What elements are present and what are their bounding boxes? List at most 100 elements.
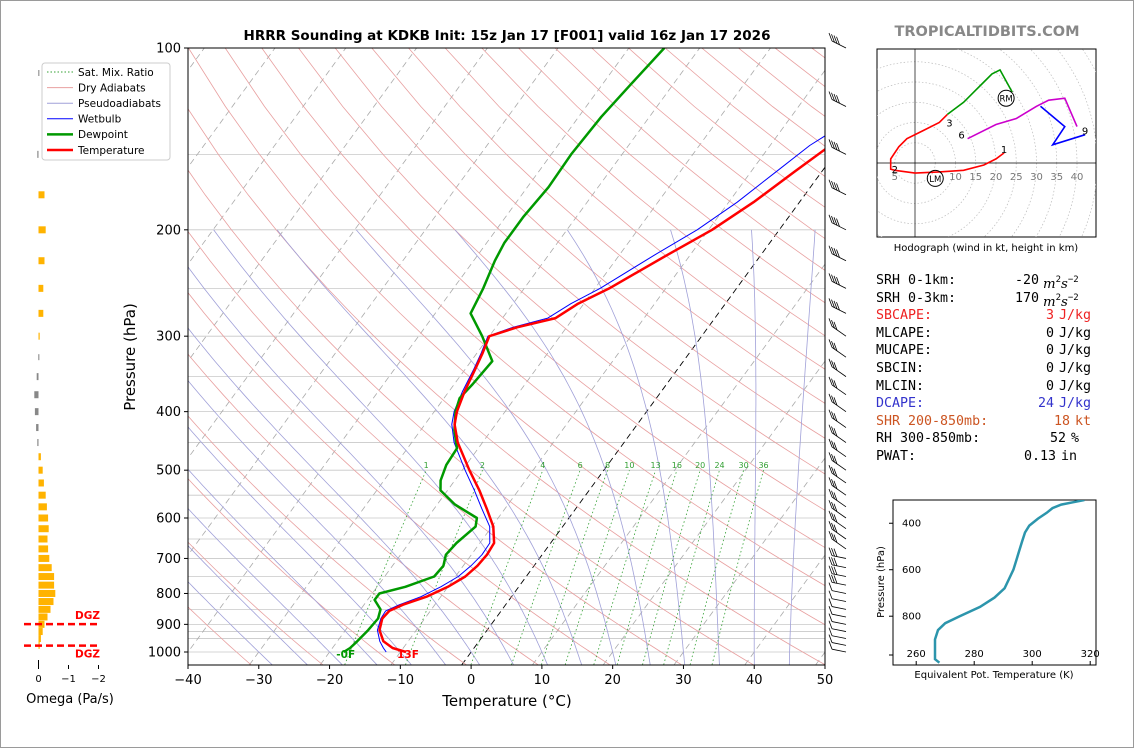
wind-barb-flag <box>828 574 833 583</box>
wind-barb-flag <box>831 180 835 190</box>
brand-watermark: TROPICALTIDBITS.COM <box>894 24 1079 40</box>
wind-barb-flag <box>831 478 835 488</box>
wind-barb-flag <box>828 530 833 540</box>
pseudoadiabat-line <box>188 581 273 665</box>
dry-adiabat-line <box>371 48 825 439</box>
omega-bar <box>38 589 56 597</box>
stat-label: RH 300-850mb: <box>876 431 981 447</box>
x-axis-label: Temperature (°C) <box>441 692 571 710</box>
omega-bar <box>38 545 49 553</box>
wind-barb-flag <box>833 321 838 331</box>
stat-label: SBCIN: <box>876 360 925 376</box>
omega-bar <box>38 503 47 511</box>
legend-entry: Dry Adiabats <box>78 82 146 94</box>
x-tick-label: −20 <box>316 673 343 688</box>
skewt-legend: Sat. Mix. Ratio Dry Adiabats Pseudoadiabat… <box>41 62 171 161</box>
wind-barb-flag <box>833 248 838 257</box>
stat-label: PWAT: <box>876 448 917 464</box>
wind-barb-flag <box>828 477 833 486</box>
wind-barb-flag <box>833 468 838 477</box>
omega-bar <box>38 581 55 589</box>
theta-e-x-tick-label: 280 <box>965 649 984 660</box>
skewt-plot-area <box>187 47 826 666</box>
wind-barb-flag <box>828 598 833 607</box>
y-tick-label: 200 <box>156 223 181 238</box>
wind-barb-flag <box>831 566 835 575</box>
stat-row: SBCAPE: 3 J/kg <box>876 307 1116 325</box>
wind-barb-flag <box>828 634 833 643</box>
surface-temperature-label: 13F <box>397 649 419 661</box>
pseudoadiabat-line <box>751 229 757 665</box>
stat-value: 24 <box>1037 396 1054 412</box>
wind-barb-flag <box>833 141 838 150</box>
legend-entry: Temperature <box>77 145 145 157</box>
stat-label: SRH 0-1km: <box>876 273 957 288</box>
wind-barb <box>831 590 847 594</box>
mixing-ratio-line <box>405 470 483 665</box>
stat-row: SRH 0-3km: 170 m2s−2 <box>876 290 1116 310</box>
wind-barb-flag <box>831 574 835 583</box>
omega-x-tick-label: −2 <box>91 674 106 685</box>
omega-bar <box>38 466 43 474</box>
omega-x-tick-label: 0 <box>35 674 41 685</box>
pseudoadiabat-line <box>670 229 720 665</box>
wind-barbs <box>828 32 847 653</box>
isotherm-line <box>390 69 825 665</box>
wind-barb-flag <box>833 557 838 566</box>
hodograph-ring-label: 25 <box>1010 172 1023 183</box>
mixing-ratio-line <box>511 470 581 665</box>
y-tick-label: 100 <box>156 42 181 57</box>
wind-barb-flag <box>833 455 838 465</box>
pseudoadiabat-line <box>188 468 378 665</box>
stat-unit: J/kg <box>1059 360 1092 376</box>
wind-barb-flag <box>836 183 840 192</box>
wind-barb-flag <box>833 480 838 490</box>
y-tick-label: 1000 <box>148 646 181 661</box>
dewpoint-line <box>343 48 666 654</box>
stat-value: 0 <box>1045 325 1054 341</box>
wind-barb-flag <box>828 510 833 520</box>
wind-barb-flag <box>833 217 838 226</box>
x-tick-label: 10 <box>534 673 551 688</box>
stat-unit: kt <box>1075 413 1092 429</box>
dry-adiabat-line <box>188 292 611 665</box>
hodograph-height-label: 9 <box>1082 127 1088 138</box>
wind-barb-flag <box>833 380 838 389</box>
wind-barb-flag <box>828 91 833 100</box>
mixing-ratio-label: 4 <box>540 461 545 470</box>
x-tick-label: 30 <box>675 673 692 688</box>
x-tick-label: 40 <box>746 673 763 688</box>
hodograph-height-label: 2 <box>892 165 898 176</box>
wind-barb-flag <box>828 465 833 474</box>
stat-value: -20 <box>1014 273 1039 288</box>
wind-barb-flag <box>831 512 835 521</box>
hodograph-height-label: 6 <box>958 131 964 142</box>
dry-adiabat-line <box>188 169 754 665</box>
hodograph-segment <box>967 97 1078 140</box>
wind-barb-flag <box>828 582 833 591</box>
stat-row: DCAPE: 24 J/kg <box>876 395 1116 413</box>
wind-barb-flag <box>831 440 835 449</box>
wind-barb-flag <box>828 590 833 599</box>
stat-label: SRH 0-3km: <box>876 290 957 306</box>
wind-barb-flag <box>831 522 835 532</box>
wind-barb-flag <box>828 556 833 565</box>
wind-barb-flag <box>833 300 838 309</box>
pseudoadiabat-line <box>188 545 308 665</box>
zero-isotherm <box>461 166 825 665</box>
mixing-ratio-label: 16 <box>672 461 682 470</box>
theta-e-line-area <box>933 500 1085 664</box>
x-tick-label: 50 <box>817 673 834 688</box>
stat-unit: J/kg <box>1059 325 1092 341</box>
theta-e-axes: 260 280 300 320 400 600 800 Equivalent Pot. Tem… <box>876 519 1100 681</box>
dry-adiabat-line <box>188 478 395 665</box>
legend-entry: Dewpoint <box>78 129 128 141</box>
dry-adiabat-line <box>518 48 825 304</box>
wind-barb-flag <box>828 318 833 327</box>
omega-bar <box>38 332 40 340</box>
wind-barb-flag <box>828 245 833 254</box>
omega-bar <box>38 613 48 621</box>
wind-barb-flag <box>831 215 835 225</box>
dry-adiabat-line <box>188 415 467 665</box>
wind-barb-flag <box>833 362 838 371</box>
